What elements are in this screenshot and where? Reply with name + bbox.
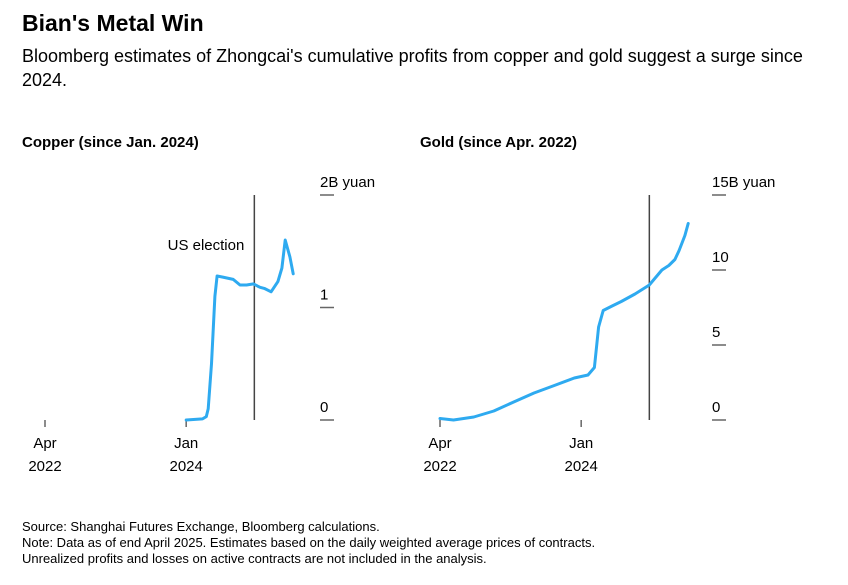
copper-x-tick-label: 2022 [28,458,61,475]
copper-x-tick-label: Jan [174,435,198,452]
chart-footer: Source: Shanghai Futures Exchange, Bloom… [22,519,595,567]
copper-election-label: US election [168,237,245,254]
gold-panel-title: Gold (since Apr. 2022) [420,134,577,151]
source-note: Source: Shanghai Futures Exchange, Bloom… [22,519,380,534]
gold-x-tick-label: 2022 [423,458,456,475]
gold-profit-line [438,222,690,422]
gold-y-tick-label: 5 [712,324,720,341]
copper-y-tick-label: 1 [320,287,328,304]
copper-y-tick-label: 2B yuan [320,174,375,191]
chart-title: Bian's Metal Win [22,10,204,36]
copper-x-tick-label: Apr [33,435,56,452]
chart-subtitle: Bloomberg estimates of Zhongcai's cumula… [22,46,803,90]
gold-y-tick-label: 15B yuan [712,174,775,191]
copper-chart: 0 1 2B yuan Apr 2022 Jan 2024 US election [28,174,375,475]
methodology-note: Note: Data as of end April 2025. Estimat… [22,535,596,550]
copper-y-tick-label: 0 [320,399,328,416]
gold-y-tick-label: 0 [712,399,720,416]
copper-x-tick-label: 2024 [169,458,202,475]
gold-y-tick-label: 10 [712,249,729,266]
gold-x-tick-label: 2024 [564,458,597,475]
copper-profit-line [184,238,295,422]
copper-panel-title: Copper (since Jan. 2024) [22,134,199,151]
methodology-note-continued: Unrealized profits and losses on active … [22,551,487,566]
gold-x-tick-label: Jan [569,435,593,452]
gold-x-tick-label: Apr [428,435,451,452]
gold-chart: 0 5 10 15B yuan Apr 2022 Jan 2024 [423,174,775,475]
